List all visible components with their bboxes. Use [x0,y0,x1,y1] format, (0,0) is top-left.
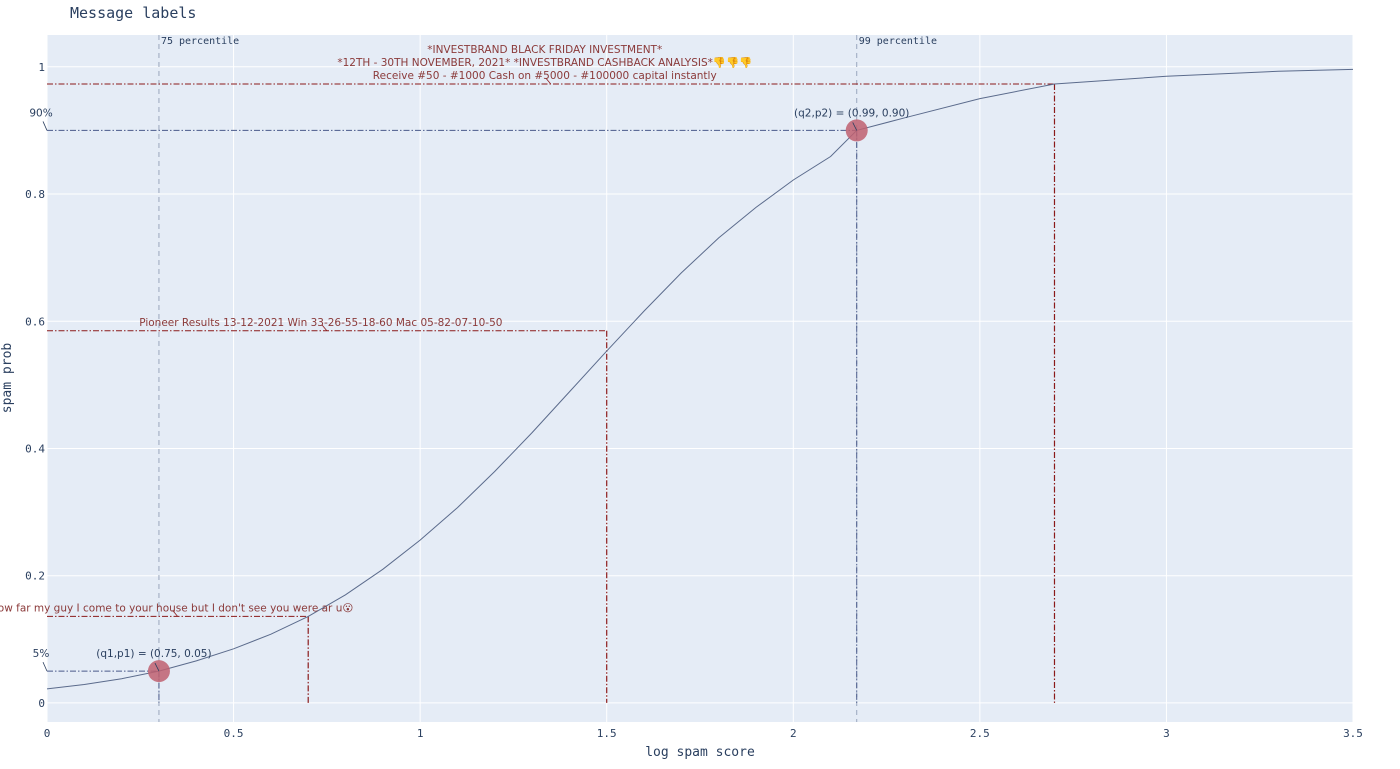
axis-ticks: 0 0.5 1 1.5 2 2.5 3 3.5 0 0.2 0.4 0.6 0.8 1 [25,61,1363,740]
edge-label-arrow [42,661,48,672]
key-point-arrow [852,122,858,131]
key-points: (q1,p1) = (0.75, 0.05) 5% (q2,p2) = (0.99,… [29,107,909,703]
x-tick-label: 0.5 [224,727,244,740]
x-tick-label: 1.5 [597,727,617,740]
annotation-text-line: *12TH - 30TH NOVEMBER, 2021* *INVESTBRAN… [337,56,752,69]
y-tick-label: 0.6 [25,315,45,328]
percentile-label: 75 percentile [161,36,239,47]
series-line-curve [46,68,1354,690]
annotation-text-line: Pioneer Results 13-12-2021 Win 33-26-55-… [139,317,502,329]
annotation-arrow [545,77,552,85]
edge-label: 90% [29,107,52,119]
edge-label-arrow [42,121,48,131]
x-axis-label: log spam score [645,745,755,760]
y-tick-label: 0.2 [25,570,45,583]
x-tick-label: 1 [417,727,424,740]
y-tick-label: 0 [38,697,45,710]
y-tick-label: 0.4 [25,442,45,455]
y-axis-label: spam prob [0,343,15,414]
grid-lines [46,35,1354,722]
annotation-text-line: Receive #50 - #1000 Cash on #5000 - #100… [373,70,717,82]
percentile-label: 99 percentile [859,36,937,47]
x-tick-label: 3 [1163,727,1170,740]
chart-title: Message labels [70,4,196,22]
annotation-texts: How far my guy I come to your house but … [0,44,752,614]
key-point-label: (q1,p1) = (0.75, 0.05) [96,648,211,660]
x-tick-label: 2 [790,727,797,740]
annotation-guides [47,77,1056,703]
annotation-arrow [321,324,328,332]
annotation-text-line: *INVESTBRAND BLACK FRIDAY INVESTMENT* [427,44,662,56]
key-point-label: (q2,p2) = (0.99, 0.90) [794,107,909,119]
plot-area [47,35,1353,722]
x-tick-label: 2.5 [970,727,990,740]
percentile-lines: 75 percentile 99 percentile [158,35,937,722]
annotation-arrow [172,610,178,617]
key-point-arrow [154,662,160,672]
x-tick-label: 0 [44,727,51,740]
y-tick-label: 1 [38,61,45,74]
y-tick-label: 0.8 [25,188,45,201]
x-tick-label: 3.5 [1343,727,1363,740]
annotation-text-line: How far my guy I come to your house but … [0,602,353,614]
edge-label: 5% [33,648,50,660]
